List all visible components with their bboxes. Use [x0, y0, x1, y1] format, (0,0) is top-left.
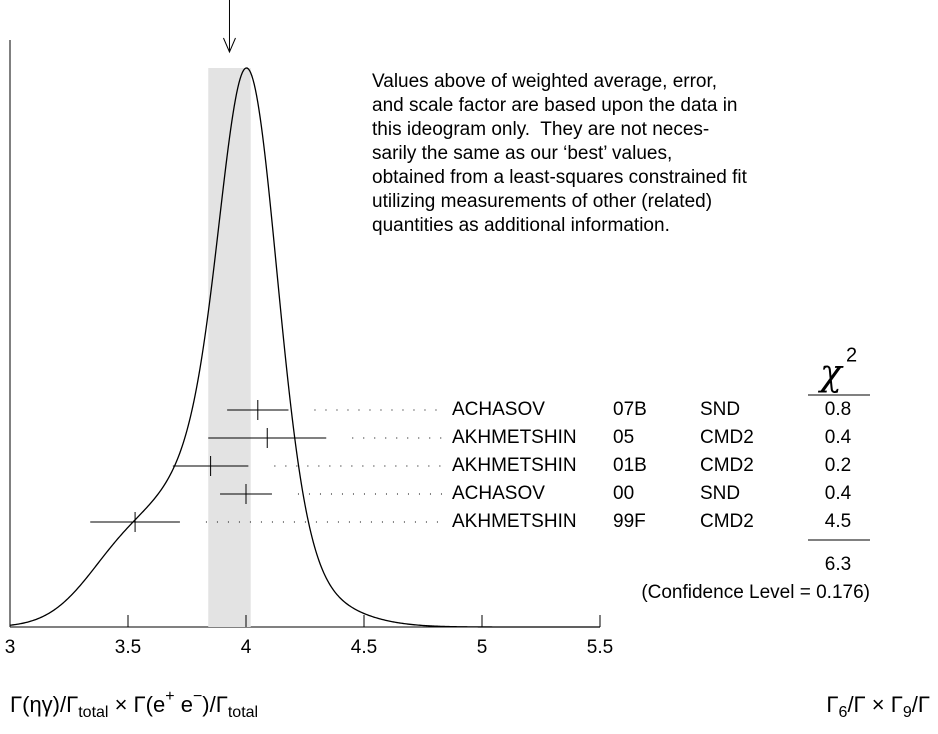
note-line: utilizing measurements of other (related…: [372, 191, 712, 212]
measurement-name: ACHASOV: [452, 483, 545, 504]
ideogram-curve: [9, 67, 600, 628]
measurement-experiment: SND: [700, 399, 740, 420]
chi2-symbol: χ: [817, 353, 844, 394]
measurement-year: 01B: [613, 455, 647, 476]
x-tick-label: 4: [241, 637, 252, 658]
quantity-label-part: Γ: [826, 692, 838, 717]
x-axis-label-part: −: [193, 688, 202, 705]
note-line: Values above of weighted average, error,: [372, 71, 717, 92]
measurement-year: 99F: [613, 511, 646, 532]
x-axis-label-part: )/Γ: [202, 692, 228, 717]
chi2-power: 2: [846, 344, 857, 366]
quantity-label-part: /Γ × Γ: [847, 692, 902, 717]
chi2-value: 0.2: [825, 455, 851, 476]
average-band: [208, 68, 251, 627]
measurement-name: AKHMETSHIN: [452, 427, 577, 448]
x-tick-label: 5: [477, 637, 488, 658]
x-tick-label: 5.5: [587, 637, 613, 658]
x-axis-label-part: total: [228, 704, 258, 721]
note-line: sarily the same as our ‘best’ values,: [372, 143, 672, 164]
note-line: this ideogram only. They are not neces-: [372, 119, 709, 140]
note-line: obtained from a least-squares constraine…: [372, 167, 748, 188]
x-axis-label-part: e: [175, 692, 193, 717]
x-axis-label-part: × Γ(e: [108, 692, 165, 717]
chi2-value: 4.5: [825, 511, 851, 532]
x-axis-label-part: Γ(ηγ)/Γ: [10, 692, 78, 717]
chi2-value: 0.4: [825, 427, 852, 448]
confidence-level: (Confidence Level = 0.176): [641, 582, 870, 603]
measurement-name: ACHASOV: [452, 399, 545, 420]
chi2-total: 6.3: [825, 554, 851, 575]
average-arrow-head: [223, 37, 236, 54]
x-tick-label: 3: [5, 637, 16, 658]
measurement-year: 00: [613, 483, 634, 504]
measurement-experiment: CMD2: [700, 455, 754, 476]
quantity-label-part: 6: [839, 704, 848, 721]
x-axis-label-part: total: [78, 704, 108, 721]
measurement-year: 05: [613, 427, 634, 448]
x-tick-label: 4.5: [351, 637, 377, 658]
note-line: quantities as additional information.: [372, 215, 670, 236]
measurement-name: AKHMETSHIN: [452, 455, 577, 476]
measurement-name: AKHMETSHIN: [452, 511, 577, 532]
measurement-experiment: SND: [700, 483, 740, 504]
x-tick-label: 3.5: [115, 637, 141, 658]
x-axis-label: Γ(ηγ)/Γtotal × Γ(e+ e−)/Γtotal: [10, 688, 258, 721]
chi2-value: 0.4: [825, 483, 852, 504]
chi2-value: 0.8: [825, 399, 851, 420]
note-line: and scale factor are based upon the data…: [372, 95, 737, 116]
quantity-label-part: 9: [903, 704, 912, 721]
measurement-year: 07B: [613, 399, 647, 420]
measurement-experiment: CMD2: [700, 511, 754, 532]
quantity-label: Γ6/Γ × Γ9/Γ: [826, 692, 930, 721]
x-axis-label-part: +: [165, 688, 174, 705]
quantity-label-part: /Γ: [912, 692, 930, 717]
measurement-experiment: CMD2: [700, 427, 754, 448]
